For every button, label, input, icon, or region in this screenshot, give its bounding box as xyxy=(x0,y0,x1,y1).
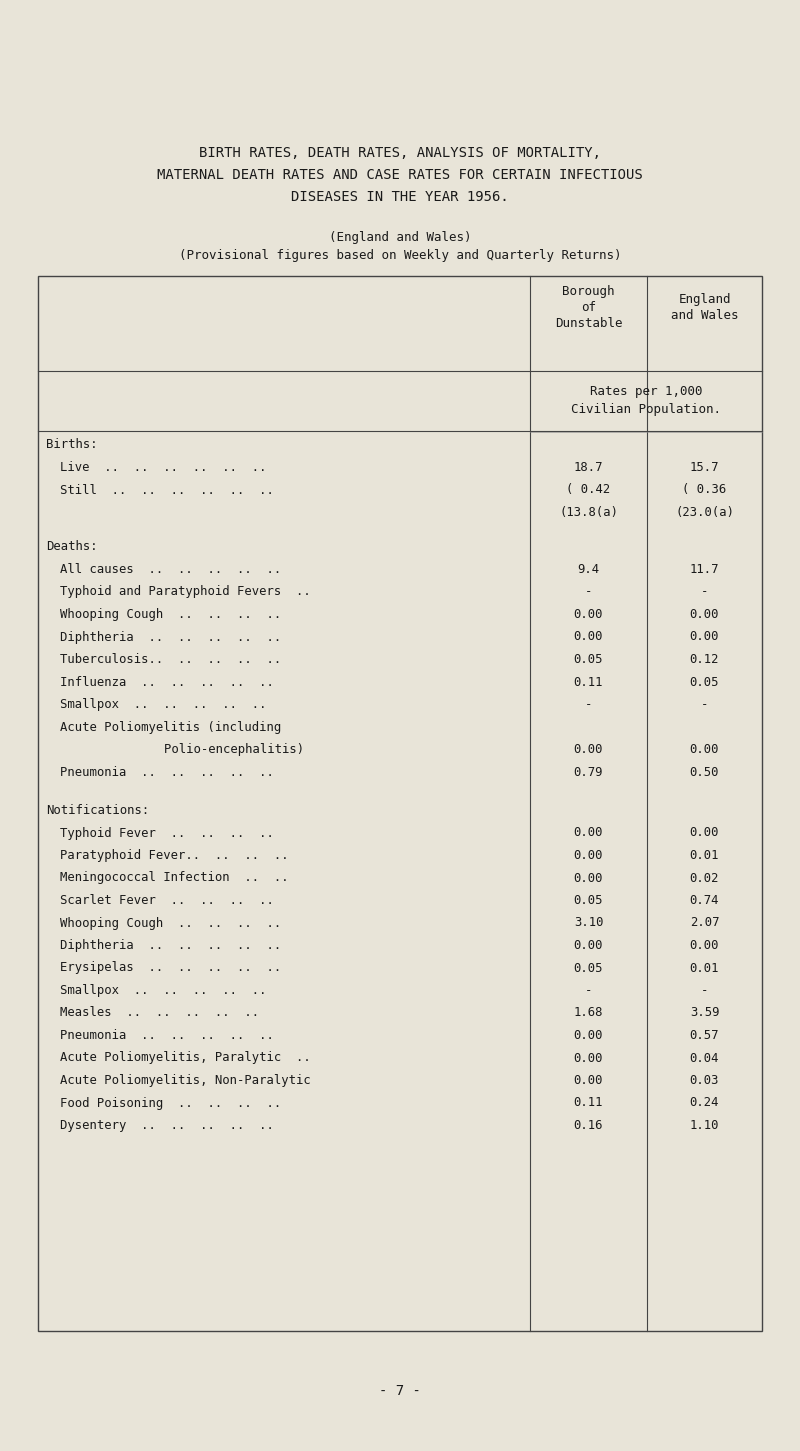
Text: Acute Poliomyelitis (including: Acute Poliomyelitis (including xyxy=(60,721,282,734)
Text: 0.00: 0.00 xyxy=(574,849,603,862)
Text: 0.00: 0.00 xyxy=(574,872,603,885)
Text: Borough: Borough xyxy=(562,284,614,297)
Text: Dysentery  ..  ..  ..  ..  ..: Dysentery .. .. .. .. .. xyxy=(60,1119,274,1132)
Text: 0.05: 0.05 xyxy=(574,894,603,907)
Text: 1.10: 1.10 xyxy=(690,1119,719,1132)
Text: Meningococcal Infection  ..  ..: Meningococcal Infection .. .. xyxy=(60,872,289,885)
Text: 0.00: 0.00 xyxy=(574,1029,603,1042)
Text: Diphtheria  ..  ..  ..  ..  ..: Diphtheria .. .. .. .. .. xyxy=(60,631,282,643)
Text: Typhoid and Paratyphoid Fevers  ..: Typhoid and Paratyphoid Fevers .. xyxy=(60,586,310,598)
Text: -: - xyxy=(585,698,592,711)
Text: 0.00: 0.00 xyxy=(574,939,603,952)
Text: 11.7: 11.7 xyxy=(690,563,719,576)
Text: Diphtheria  ..  ..  ..  ..  ..: Diphtheria .. .. .. .. .. xyxy=(60,939,282,952)
Text: Influenza  ..  ..  ..  ..  ..: Influenza .. .. .. .. .. xyxy=(60,676,274,689)
Text: 0.05: 0.05 xyxy=(574,962,603,975)
Text: 0.00: 0.00 xyxy=(574,827,603,840)
Text: MATERNAL DEATH RATES AND CASE RATES FOR CERTAIN INFECTIOUS: MATERNAL DEATH RATES AND CASE RATES FOR … xyxy=(157,168,643,181)
Text: 0.01: 0.01 xyxy=(690,849,719,862)
Text: 0.00: 0.00 xyxy=(574,608,603,621)
Text: 0.05: 0.05 xyxy=(574,653,603,666)
Text: Live  ..  ..  ..  ..  ..  ..: Live .. .. .. .. .. .. xyxy=(60,461,266,474)
Text: Pneumonia  ..  ..  ..  ..  ..: Pneumonia .. .. .. .. .. xyxy=(60,1029,274,1042)
Text: (13.8(a): (13.8(a) xyxy=(559,506,618,519)
Text: Measles  ..  ..  ..  ..  ..: Measles .. .. .. .. .. xyxy=(60,1007,259,1020)
Text: 0.00: 0.00 xyxy=(574,1052,603,1065)
Text: ( 0.42: ( 0.42 xyxy=(566,483,610,496)
Text: 0.79: 0.79 xyxy=(574,766,603,779)
Text: 0.00: 0.00 xyxy=(690,631,719,643)
Text: 0.00: 0.00 xyxy=(690,827,719,840)
Text: 3.10: 3.10 xyxy=(574,917,603,930)
Text: 0.24: 0.24 xyxy=(690,1097,719,1110)
Text: 0.00: 0.00 xyxy=(574,743,603,756)
Text: 0.00: 0.00 xyxy=(574,631,603,643)
Text: Still  ..  ..  ..  ..  ..  ..: Still .. .. .. .. .. .. xyxy=(60,483,274,496)
Text: 9.4: 9.4 xyxy=(578,563,599,576)
Text: (England and Wales): (England and Wales) xyxy=(329,231,471,244)
Text: and Wales: and Wales xyxy=(670,309,738,322)
Text: 0.04: 0.04 xyxy=(690,1052,719,1065)
Text: 0.00: 0.00 xyxy=(690,743,719,756)
Text: DISEASES IN THE YEAR 1956.: DISEASES IN THE YEAR 1956. xyxy=(291,190,509,205)
Text: 18.7: 18.7 xyxy=(574,461,603,474)
Text: 0.02: 0.02 xyxy=(690,872,719,885)
Text: Paratyphoid Fever..  ..  ..  ..: Paratyphoid Fever.. .. .. .. xyxy=(60,849,289,862)
Bar xyxy=(38,276,762,1331)
Text: 0.05: 0.05 xyxy=(690,676,719,689)
Text: 0.50: 0.50 xyxy=(690,766,719,779)
Text: BIRTH RATES, DEATH RATES, ANALYSIS OF MORTALITY,: BIRTH RATES, DEATH RATES, ANALYSIS OF MO… xyxy=(199,147,601,160)
Text: -: - xyxy=(701,586,708,598)
Text: Civilian Population.: Civilian Population. xyxy=(571,403,721,416)
Text: 0.01: 0.01 xyxy=(690,962,719,975)
Text: 15.7: 15.7 xyxy=(690,461,719,474)
Text: (Provisional figures based on Weekly and Quarterly Returns): (Provisional figures based on Weekly and… xyxy=(178,248,622,261)
Text: -: - xyxy=(701,984,708,997)
Text: All causes  ..  ..  ..  ..  ..: All causes .. .. .. .. .. xyxy=(60,563,282,576)
Text: 0.00: 0.00 xyxy=(690,939,719,952)
Text: -: - xyxy=(585,984,592,997)
Text: 0.57: 0.57 xyxy=(690,1029,719,1042)
Text: Tuberculosis..  ..  ..  ..  ..: Tuberculosis.. .. .. .. .. xyxy=(60,653,282,666)
Text: 0.03: 0.03 xyxy=(690,1074,719,1087)
Text: - 7 -: - 7 - xyxy=(379,1384,421,1397)
Text: Whooping Cough  ..  ..  ..  ..: Whooping Cough .. .. .. .. xyxy=(60,608,282,621)
Text: Smallpox  ..  ..  ..  ..  ..: Smallpox .. .. .. .. .. xyxy=(60,984,266,997)
Text: Pneumonia  ..  ..  ..  ..  ..: Pneumonia .. .. .. .. .. xyxy=(60,766,274,779)
Text: Whooping Cough  ..  ..  ..  ..: Whooping Cough .. .. .. .. xyxy=(60,917,282,930)
Text: Rates per 1,000: Rates per 1,000 xyxy=(590,386,702,399)
Text: 1.68: 1.68 xyxy=(574,1007,603,1020)
Text: 0.00: 0.00 xyxy=(574,1074,603,1087)
Text: Acute Poliomyelitis, Paralytic  ..: Acute Poliomyelitis, Paralytic .. xyxy=(60,1052,310,1065)
Text: Food Poisoning  ..  ..  ..  ..: Food Poisoning .. .. .. .. xyxy=(60,1097,282,1110)
Text: 0.11: 0.11 xyxy=(574,1097,603,1110)
Text: -: - xyxy=(585,586,592,598)
Text: Smallpox  ..  ..  ..  ..  ..: Smallpox .. .. .. .. .. xyxy=(60,698,266,711)
Text: ( 0.36: ( 0.36 xyxy=(682,483,726,496)
Text: (23.0(a): (23.0(a) xyxy=(675,506,734,519)
Text: Acute Poliomyelitis, Non-Paralytic: Acute Poliomyelitis, Non-Paralytic xyxy=(60,1074,310,1087)
Text: Erysipelas  ..  ..  ..  ..  ..: Erysipelas .. .. .. .. .. xyxy=(60,962,282,975)
Text: 0.16: 0.16 xyxy=(574,1119,603,1132)
Text: 2.07: 2.07 xyxy=(690,917,719,930)
Text: Notifications:: Notifications: xyxy=(46,804,150,817)
Text: Deaths:: Deaths: xyxy=(46,541,98,553)
Text: 0.00: 0.00 xyxy=(690,608,719,621)
Text: England: England xyxy=(678,293,730,306)
Text: Typhoid Fever  ..  ..  ..  ..: Typhoid Fever .. .. .. .. xyxy=(60,827,274,840)
Text: Scarlet Fever  ..  ..  ..  ..: Scarlet Fever .. .. .. .. xyxy=(60,894,274,907)
Text: 0.74: 0.74 xyxy=(690,894,719,907)
Text: 3.59: 3.59 xyxy=(690,1007,719,1020)
Text: Polio-encephalitis): Polio-encephalitis) xyxy=(46,743,304,756)
Text: Dunstable: Dunstable xyxy=(554,316,622,329)
Text: -: - xyxy=(701,698,708,711)
Text: 0.11: 0.11 xyxy=(574,676,603,689)
Text: Births:: Births: xyxy=(46,438,98,451)
Text: 0.12: 0.12 xyxy=(690,653,719,666)
Text: of: of xyxy=(581,300,596,313)
